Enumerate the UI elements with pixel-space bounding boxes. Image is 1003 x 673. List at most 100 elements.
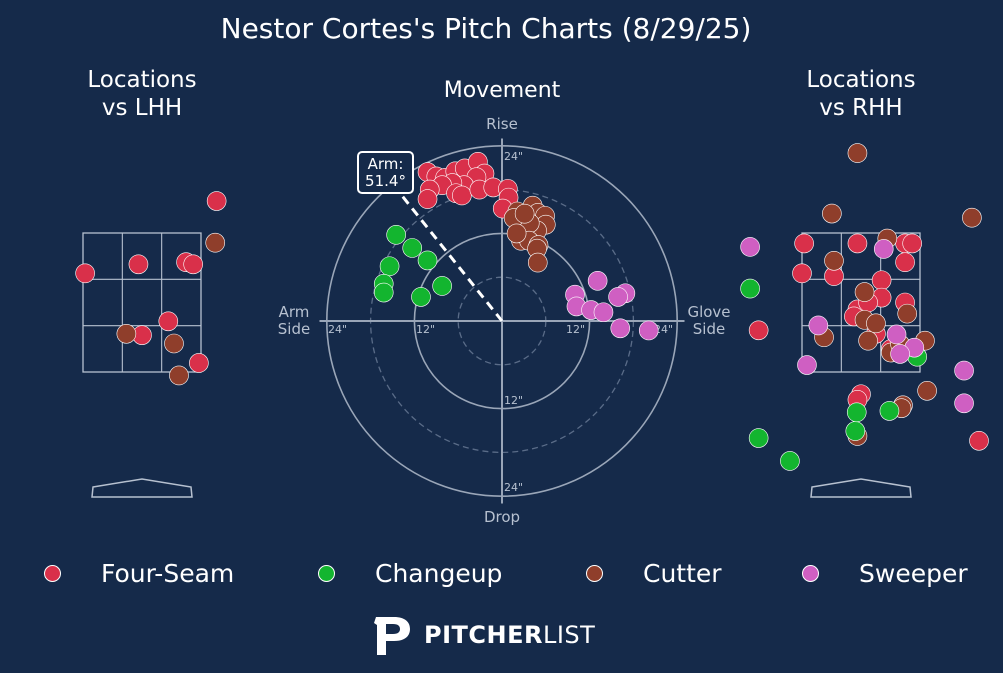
pitcherlist-logo: PITCHERLIST <box>374 612 614 658</box>
rhh-point-cutter <box>858 330 878 351</box>
lhh-title-line2: vs LHH <box>102 95 182 121</box>
movement-point-sweeper <box>587 271 608 291</box>
ring-label-left-12: 12" <box>416 323 435 336</box>
rhh-point-sweeper <box>954 393 974 414</box>
rhh-point-cutter <box>866 313 886 334</box>
movement-panel: Movement Rise Drop Arm Side Glove Side 2… <box>278 78 731 526</box>
legend-item-cutter: Cutter <box>586 553 722 593</box>
lhh-point-four-seam <box>158 311 179 332</box>
lhh-point-cutter <box>116 323 137 344</box>
ring-label-top-24: 24" <box>504 150 523 163</box>
lhh-point-cutter <box>169 365 189 386</box>
lhh-point-four-seam <box>183 254 203 275</box>
rhh-point-four-seam <box>794 233 814 254</box>
lhh-point-four-seam <box>206 191 227 211</box>
legend-label-changeup: Changeup <box>375 558 503 588</box>
lhh-point-four-seam <box>189 353 209 373</box>
legend-dot-four-seam <box>44 564 61 582</box>
pitcherlist-p-icon <box>374 617 410 655</box>
movement-point-cutter <box>527 252 548 273</box>
wordmark-light: LIST <box>542 621 596 649</box>
rhh-point-sweeper <box>873 239 894 259</box>
lhh-point-cutter <box>205 232 226 253</box>
ring-label-bottom-12: 12" <box>504 394 523 407</box>
movement-pitch-points <box>373 152 659 341</box>
locations-vs-rhh-panel: Locations vs RHH <box>740 67 989 498</box>
rhh-point-cutter <box>824 250 844 271</box>
figure-title: Nestor Cortes's Pitch Charts (8/29/25) <box>221 12 752 45</box>
arm-angle-line <box>393 185 504 322</box>
lhh-point-cutter <box>164 333 184 354</box>
lhh-zone-outline <box>82 232 202 373</box>
legend-label-cutter: Cutter <box>643 558 722 588</box>
rhh-point-cutter <box>897 303 918 324</box>
movement-point-cutter <box>506 223 527 244</box>
legend-item-sweeper: Sweeper <box>802 553 968 593</box>
movement-point-changeup <box>386 225 406 245</box>
movement-point-changeup <box>373 282 394 303</box>
movement-point-changeup <box>379 256 400 277</box>
legend-item-four-seam: Four-Seam <box>44 553 234 593</box>
ring-label-left-24: 24" <box>328 323 347 336</box>
legend-dot-sweeper <box>802 564 819 582</box>
rhh-point-four-seam <box>871 270 892 291</box>
rhh-point-changeup <box>748 428 769 448</box>
rhh-zone-outline <box>801 232 921 373</box>
rhh-point-changeup <box>879 401 900 421</box>
rhh-point-cutter <box>962 207 982 228</box>
movement-point-four-seam <box>417 189 438 209</box>
locations-vs-lhh-panel: Locations vs LHH <box>75 67 227 498</box>
rhh-point-sweeper <box>808 315 829 336</box>
rhh-point-cutter <box>847 143 868 163</box>
rhh-point-sweeper <box>797 355 817 375</box>
rhh-point-changeup <box>740 278 760 299</box>
rhh-point-changeup <box>846 402 867 423</box>
lhh-pitch-points <box>75 191 227 386</box>
pitcherlist-wordmark: PITCHERLIST <box>424 621 595 649</box>
arm-angle-callout: Arm: 51.4° <box>357 151 414 194</box>
rhh-point-sweeper <box>740 237 760 257</box>
rhh-title-line1: Locations <box>806 67 915 93</box>
movement-axis-arm-side-line2: Side <box>278 320 310 338</box>
movement-axis-rise: Rise <box>486 115 518 133</box>
legend-item-changeup: Changeup <box>318 553 502 593</box>
rhh-point-changeup <box>780 451 800 471</box>
legend-dot-changeup <box>318 564 335 582</box>
rhh-point-sweeper <box>954 360 974 381</box>
rhh-point-four-seam <box>902 233 922 254</box>
movement-point-changeup <box>402 238 423 258</box>
legend-label-sweeper: Sweeper <box>859 558 968 588</box>
lhh-point-four-seam <box>75 263 95 284</box>
movement-point-changeup <box>432 276 452 296</box>
rhh-point-cutter <box>917 380 937 401</box>
movement-axis-glove-side-line1: Glove <box>687 303 730 321</box>
rhh-point-sweeper <box>890 344 910 364</box>
rhh-point-sweeper <box>886 324 907 345</box>
rhh-point-four-seam <box>847 233 868 254</box>
rhh-point-four-seam <box>895 252 915 272</box>
arm-angle-label-line1: Arm: <box>368 155 404 173</box>
rhh-home-plate <box>810 478 912 498</box>
rhh-point-four-seam <box>969 431 989 451</box>
rhh-title-line2: vs RHH <box>819 95 902 121</box>
legend: Four-Seam Changeup Cutter Sweeper <box>0 553 1003 593</box>
lhh-point-four-seam <box>128 254 149 275</box>
ring-label-bottom-24: 24" <box>504 481 523 494</box>
movement-point-sweeper <box>610 318 631 339</box>
lhh-home-plate <box>91 478 193 498</box>
rhh-point-four-seam <box>792 263 812 284</box>
ring-label-right-12: 12" <box>566 323 585 336</box>
rhh-point-cutter <box>854 282 875 302</box>
rhh-pitch-points <box>740 143 989 471</box>
movement-point-sweeper <box>593 302 614 323</box>
rhh-point-cutter <box>822 203 842 224</box>
movement-title: Movement <box>444 78 561 103</box>
movement-point-changeup <box>411 287 431 307</box>
rhh-point-four-seam <box>748 320 769 341</box>
rhh-point-changeup <box>845 421 866 441</box>
movement-point-four-seam <box>452 185 472 206</box>
wordmark-bold: PITCHER <box>424 621 543 649</box>
movement-axis-glove-side-line2: Side <box>693 320 725 338</box>
movement-point-cutter <box>514 203 535 224</box>
